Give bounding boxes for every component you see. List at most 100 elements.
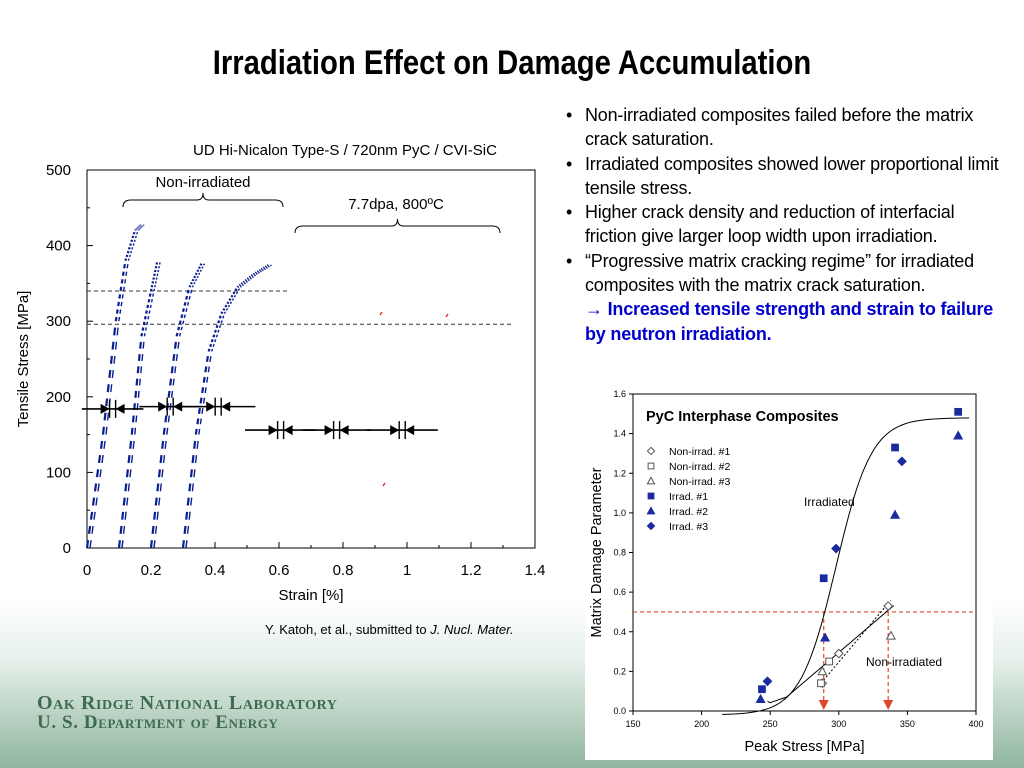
y-tick-label: 500 <box>46 162 71 179</box>
x-tick-label: 250 <box>763 719 778 729</box>
curve-segment <box>149 304 152 309</box>
curve-segment <box>177 326 181 331</box>
tensile-stress-strain-chart: UD Hi-Nicalon Type-S / 720nm PyC / CVI-S… <box>15 142 546 637</box>
curve-segment <box>167 415 170 423</box>
curve-segment <box>135 378 139 386</box>
bullet-item: • “Progressive matrix cracking regime” fo… <box>566 249 1006 346</box>
curve-segment <box>251 276 254 279</box>
curve-segment <box>120 279 124 284</box>
conclusion-text: → Increased tensile strength and strain … <box>585 299 994 344</box>
arrow-head <box>818 700 829 710</box>
data-point <box>897 456 907 467</box>
curve-segment <box>97 455 102 464</box>
curve-segment <box>180 314 184 319</box>
curve-segment <box>152 293 155 297</box>
slide-title: Irradiation Effect on Damage Accumulatio… <box>212 44 812 82</box>
curve-segment <box>169 378 173 386</box>
curve-segment <box>126 250 130 254</box>
curve-segment <box>194 272 198 276</box>
y-tick-label: 1.2 <box>613 468 626 478</box>
x-axis-label: Peak Stress [MPa] <box>744 739 864 755</box>
y-tick-label: 300 <box>46 313 71 330</box>
curve-segment <box>140 366 143 374</box>
curve-segment <box>124 258 128 262</box>
curve-segment <box>244 279 248 282</box>
curve-segment <box>178 320 182 325</box>
curve-segment <box>139 341 142 349</box>
organization-footer: Oak Ridge National Laboratory U. S. Depa… <box>37 693 338 733</box>
curve-segment <box>190 289 193 294</box>
curve-segment <box>183 301 187 306</box>
data-series <box>817 601 894 689</box>
curve-segment <box>128 254 131 258</box>
curve-segment <box>172 378 175 386</box>
loop-width-marker <box>139 397 201 416</box>
curve-segment <box>186 302 190 306</box>
data-point <box>891 443 899 452</box>
legend-marker <box>646 521 656 531</box>
curve-segment <box>105 398 109 407</box>
loop-width-marker <box>302 421 371 440</box>
curve-segment <box>159 483 162 492</box>
x-tick-label: 1.4 <box>525 562 546 579</box>
curve-segment <box>125 271 128 276</box>
curve-segment <box>180 326 183 331</box>
curve-segment <box>190 497 193 506</box>
curve-segment <box>122 286 125 292</box>
curve-segment <box>194 278 198 282</box>
marker-arrowhead <box>405 425 415 436</box>
x-tick-label: 0.6 <box>269 562 290 579</box>
data-point <box>819 574 828 583</box>
curve-segment <box>196 269 200 273</box>
curve-segment <box>106 384 110 393</box>
curve-segment <box>140 332 144 337</box>
irradiated-fit-curve <box>722 417 970 715</box>
legend-label: Irrad. #3 <box>669 521 708 533</box>
loop-width-marker <box>366 421 438 440</box>
curve-segment <box>239 285 242 288</box>
curve-segment <box>164 440 167 449</box>
curve-segment <box>103 440 106 449</box>
legend-marker <box>646 506 656 515</box>
curve-segment <box>224 304 228 308</box>
curve-segment <box>114 341 118 350</box>
legend-label: Non-irrad. #2 <box>669 461 730 473</box>
data-series <box>817 657 834 688</box>
label-non-irradiated: Non-irradiated <box>155 174 250 191</box>
curve-segment <box>106 412 110 421</box>
curve-segment <box>87 525 92 534</box>
curve-segment <box>185 511 189 520</box>
curve-segment <box>119 286 123 292</box>
y-tick-label: 1.6 <box>613 389 626 399</box>
curve-segment <box>115 309 119 314</box>
curve-segment <box>210 348 214 352</box>
curve-segment <box>120 301 123 307</box>
curve-segment <box>193 469 196 478</box>
citation-journal: J. Nucl. Mater. <box>429 622 513 637</box>
y-tick-label: 0.0 <box>613 706 626 716</box>
curve-segment <box>130 455 134 464</box>
curve-segment <box>220 320 223 324</box>
bullet-item: • Higher crack density and reduction of i… <box>566 200 1006 249</box>
legend-label: Irrad. #2 <box>669 506 708 518</box>
data-point <box>758 685 766 694</box>
curve-segment <box>250 274 254 277</box>
curve-segment <box>213 329 217 333</box>
curve-segment <box>101 426 105 435</box>
x-tick-label: 0.4 <box>205 562 226 579</box>
data-point <box>820 632 831 642</box>
marker-arrowhead <box>339 425 349 436</box>
curve-segment <box>205 355 209 363</box>
footer-line-1: Oak Ridge National Laboratory <box>37 692 338 714</box>
curve-segment <box>127 258 130 261</box>
curve-segment <box>181 308 185 313</box>
x-tick-label: 300 <box>831 719 846 729</box>
curve-segment <box>134 427 137 435</box>
curve-segment <box>249 277 252 280</box>
curve-segment <box>143 333 146 337</box>
curve-segment <box>209 356 212 362</box>
brace-non-irradiated <box>122 192 284 208</box>
curve-segment <box>111 370 114 378</box>
curve-segment <box>199 263 203 266</box>
curve-segment <box>143 315 147 320</box>
